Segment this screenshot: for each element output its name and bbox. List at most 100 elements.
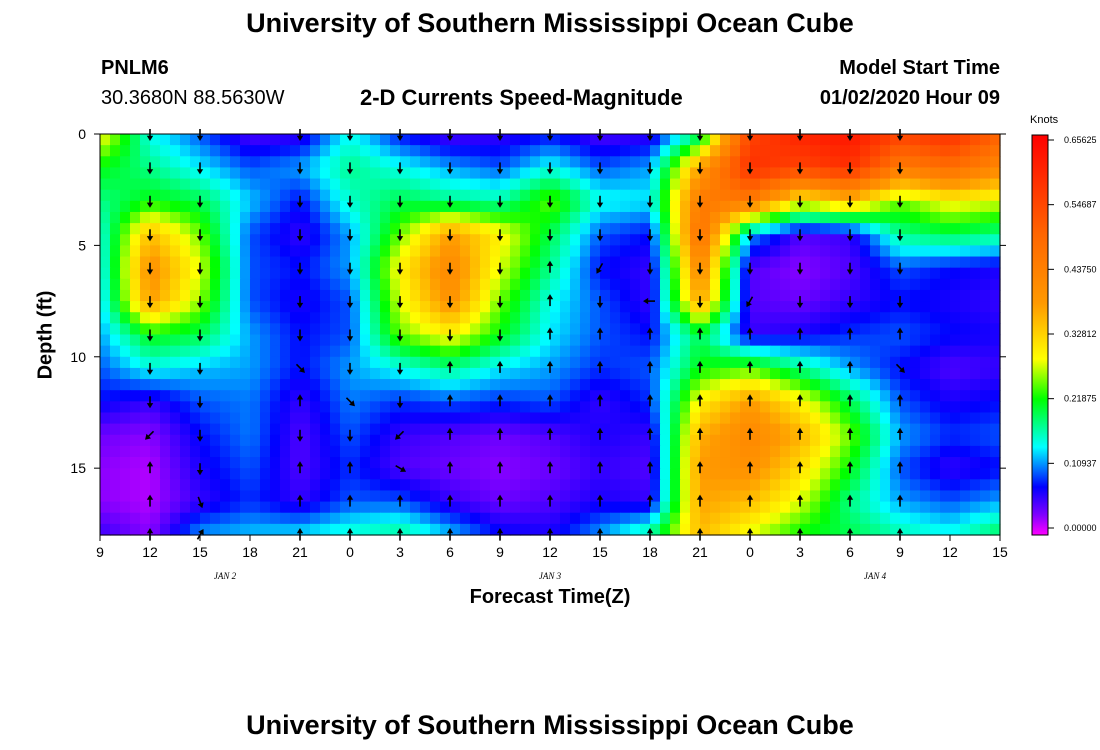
heatmap-cell xyxy=(990,501,1001,514)
heatmap-cell xyxy=(680,367,691,380)
heatmap-cell xyxy=(840,423,851,436)
heatmap-cell xyxy=(470,367,481,380)
heatmap-cell xyxy=(380,379,391,391)
heatmap-cell xyxy=(450,390,461,402)
heatmap-cell xyxy=(640,323,651,336)
heatmap-cell xyxy=(160,267,171,280)
heatmap-cell xyxy=(650,278,661,291)
heatmap-cell xyxy=(690,134,701,146)
heatmap-cell xyxy=(310,178,321,191)
heatmap-cell xyxy=(180,512,191,525)
heatmap-cell xyxy=(560,189,571,202)
heatmap-cell xyxy=(530,445,541,458)
heatmap-cell xyxy=(340,334,351,347)
heatmap-cell xyxy=(240,267,251,280)
heatmap-cell xyxy=(860,200,871,213)
heatmap-cell xyxy=(730,434,741,447)
heatmap-cell xyxy=(880,278,891,291)
heatmap-cell xyxy=(450,145,461,157)
heatmap-cell xyxy=(940,490,951,503)
heatmap-cell xyxy=(380,479,391,492)
heatmap-cell xyxy=(980,379,991,391)
heatmap-cell xyxy=(290,301,301,313)
heatmap-cell xyxy=(810,178,821,191)
heatmap-cell xyxy=(350,356,361,369)
current-arrow xyxy=(696,296,704,309)
heatmap-cell xyxy=(680,468,691,480)
heatmap-cell xyxy=(590,523,601,536)
heatmap-cell xyxy=(220,523,231,536)
heatmap-cell xyxy=(640,512,651,525)
heatmap-cell xyxy=(330,145,341,157)
heatmap-cell xyxy=(960,468,971,480)
heatmap-cell xyxy=(600,156,611,169)
heatmap-cell xyxy=(930,501,941,514)
heatmap-cell xyxy=(890,356,901,369)
heatmap-cell xyxy=(580,512,591,525)
heatmap-cell xyxy=(760,479,771,492)
heatmap-cell xyxy=(590,412,601,425)
heatmap-cell xyxy=(890,401,901,414)
heatmap-cell xyxy=(500,479,511,492)
heatmap-cell xyxy=(720,401,731,414)
heatmap-cell xyxy=(720,278,731,291)
heatmap-cell xyxy=(940,345,951,358)
current-arrow xyxy=(346,362,354,375)
heatmap-cell xyxy=(250,145,261,157)
heatmap-cell xyxy=(810,401,821,414)
current-arrow xyxy=(395,465,407,472)
heatmap-cell xyxy=(480,334,491,347)
current-arrow xyxy=(396,262,404,275)
heatmap-cell xyxy=(210,434,221,447)
heatmap-cell xyxy=(260,178,271,191)
colorbar-tick-label: 0.21875 xyxy=(1064,394,1097,404)
heatmap-cell xyxy=(780,334,791,347)
heatmap-cell xyxy=(270,234,281,246)
arrow-head xyxy=(546,294,554,300)
heatmap-cell xyxy=(700,200,711,213)
heatmap-cell xyxy=(420,479,431,492)
heatmap-cell xyxy=(920,167,931,180)
heatmap-cell xyxy=(830,457,841,469)
heatmap-cell xyxy=(660,501,671,514)
heatmap-cell xyxy=(500,245,511,258)
heatmap-cell xyxy=(800,167,811,180)
heatmap-cell xyxy=(380,367,391,380)
heatmap-cell xyxy=(160,289,171,302)
heatmap-cell xyxy=(160,167,171,180)
heatmap-cell xyxy=(210,145,221,157)
heatmap-cell xyxy=(770,379,781,391)
heatmap-cell xyxy=(210,356,221,369)
arrow-head xyxy=(796,202,804,208)
heatmap-cell xyxy=(120,234,131,246)
arrow-head xyxy=(846,269,854,275)
heatmap-cell xyxy=(860,211,871,224)
heatmap-cell xyxy=(130,423,141,436)
arrow-head xyxy=(596,427,604,433)
heatmap-cell xyxy=(400,457,411,469)
heatmap-cell xyxy=(910,178,921,191)
heatmap-cell xyxy=(200,301,211,313)
current-arrow xyxy=(196,195,204,208)
heatmap-cell xyxy=(980,434,991,447)
heatmap-cell xyxy=(510,156,521,169)
heatmap-cell xyxy=(460,445,471,458)
heatmap-cell xyxy=(510,234,521,246)
heatmap-cell xyxy=(480,234,491,246)
heatmap-cell xyxy=(170,501,181,514)
heatmap-cell xyxy=(170,134,181,146)
heatmap-cell xyxy=(390,479,401,492)
heatmap-cell xyxy=(870,490,881,503)
current-arrow xyxy=(296,162,304,175)
heatmap-cell xyxy=(210,256,221,269)
heatmap-cell xyxy=(750,445,761,458)
heatmap-cell xyxy=(720,178,731,191)
heatmap-cell xyxy=(230,267,241,280)
heatmap-cell xyxy=(200,501,211,514)
heatmap-cell xyxy=(640,523,651,536)
heatmap-cell xyxy=(870,167,881,180)
heatmap-cell xyxy=(220,367,231,380)
heatmap-cell xyxy=(260,278,271,291)
heatmap-cell xyxy=(670,278,681,291)
heatmap-cell xyxy=(610,390,621,402)
